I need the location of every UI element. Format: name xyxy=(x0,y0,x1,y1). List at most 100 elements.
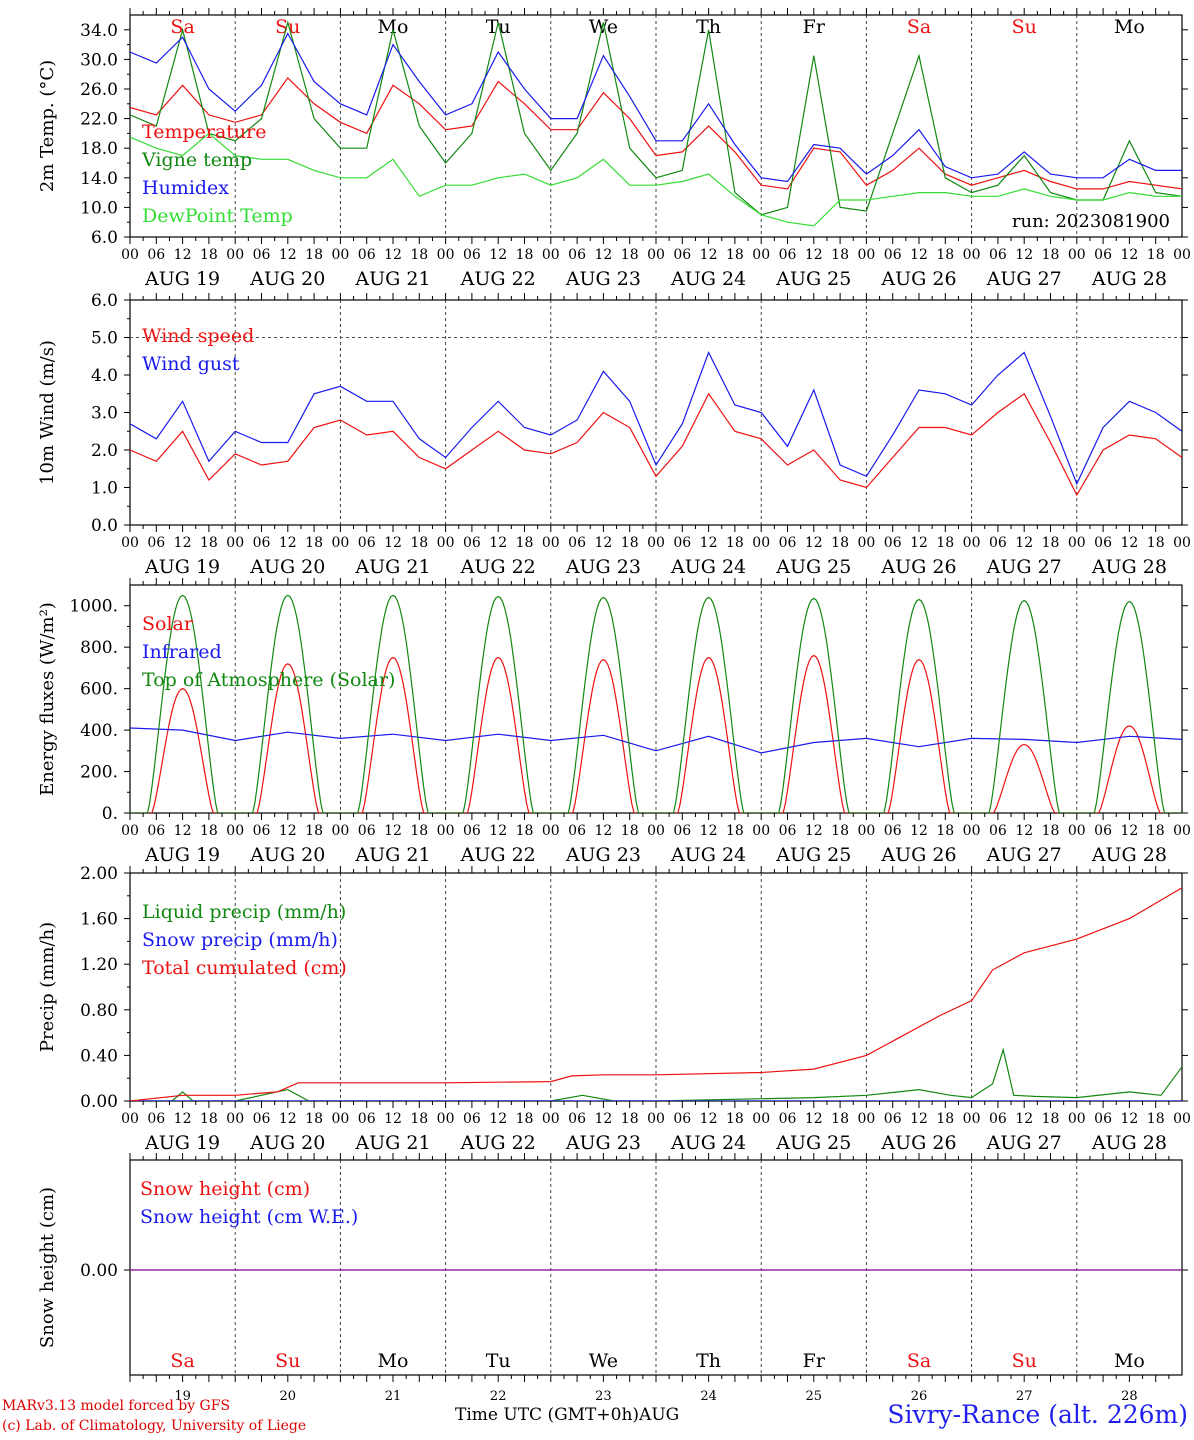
station-name: Sivry-Rance (alt. 226m) xyxy=(887,1400,1188,1429)
hour-tick-label: 12 xyxy=(805,823,823,839)
hour-tick-label: 12 xyxy=(279,247,297,263)
hour-tick-label: 06 xyxy=(1094,1111,1112,1127)
hour-tick-label: 18 xyxy=(831,823,849,839)
hour-tick-label: 00 xyxy=(752,247,770,263)
hour-tick-label: 06 xyxy=(673,1111,691,1127)
hour-tick-label: 12 xyxy=(1120,823,1138,839)
hour-tick-label: 18 xyxy=(936,247,954,263)
hour-tick-label: 18 xyxy=(831,535,849,551)
hour-tick-label: 06 xyxy=(779,247,797,263)
y-tick-label: 34.0 xyxy=(80,21,118,41)
hour-tick-label: 12 xyxy=(805,247,823,263)
weekday-label: Mo xyxy=(378,1350,409,1372)
hour-tick-label: 00 xyxy=(1173,247,1191,263)
legend-entry: Liquid precip (mm/h) xyxy=(142,901,346,923)
hour-tick-label: 18 xyxy=(305,1111,323,1127)
day-number-label: 25 xyxy=(806,1389,823,1404)
y-tick-label: 0. xyxy=(102,804,118,824)
weekday-label: Tu xyxy=(486,16,511,38)
hour-tick-label: 18 xyxy=(200,247,218,263)
y-tick-label: 2.0 xyxy=(91,441,118,461)
weekday-label: Sa xyxy=(170,1350,194,1372)
hour-tick-label: 00 xyxy=(542,535,560,551)
date-label: AUG 28 xyxy=(1091,1132,1167,1154)
hour-tick-label: 12 xyxy=(805,535,823,551)
y-tick-label: 26.0 xyxy=(80,80,118,100)
y-tick-label: 1.0 xyxy=(91,479,118,499)
energy-y-axis-label: Energy fluxes (W/m²) xyxy=(37,602,58,796)
hour-tick-label: 00 xyxy=(437,823,455,839)
hour-tick-label: 00 xyxy=(542,823,560,839)
hour-tick-label: 06 xyxy=(884,247,902,263)
hour-tick-label: 18 xyxy=(516,247,534,263)
hour-tick-label: 00 xyxy=(647,1111,665,1127)
weekday-label: Mo xyxy=(378,16,409,38)
date-label: AUG 22 xyxy=(460,844,536,866)
hour-tick-label: 18 xyxy=(305,823,323,839)
hour-tick-label: 18 xyxy=(1147,1111,1165,1127)
hour-tick-label: 00 xyxy=(963,823,981,839)
hour-tick-label: 12 xyxy=(174,1111,192,1127)
y-tick-label: 2.00 xyxy=(80,864,118,884)
hour-tick-label: 18 xyxy=(410,535,428,551)
y-tick-label: 10.0 xyxy=(80,198,118,218)
day-number-label: 20 xyxy=(280,1389,297,1404)
wind-y-axis-label: 10m Wind (m/s) xyxy=(37,340,58,485)
date-label: AUG 23 xyxy=(565,844,641,866)
legend-entry: Vigne temp xyxy=(141,149,252,171)
run-annotation: run: 2023081900 xyxy=(1012,211,1170,232)
hour-tick-label: 00 xyxy=(121,535,139,551)
y-tick-label: 800. xyxy=(80,638,118,658)
weekday-label: Su xyxy=(275,1350,300,1372)
weekday-label: Fr xyxy=(803,16,826,38)
y-tick-label: 6.0 xyxy=(91,291,118,311)
hour-tick-label: 12 xyxy=(174,823,192,839)
hour-tick-label: 18 xyxy=(410,823,428,839)
hour-tick-label: 00 xyxy=(647,823,665,839)
hour-tick-label: 12 xyxy=(594,247,612,263)
hour-tick-label: 06 xyxy=(989,1111,1007,1127)
hour-tick-label: 06 xyxy=(568,247,586,263)
hour-tick-label: 06 xyxy=(463,823,481,839)
hour-tick-label: 18 xyxy=(410,1111,428,1127)
date-label: AUG 20 xyxy=(249,844,325,866)
weekday-label: Mo xyxy=(1114,1350,1145,1372)
date-label: AUG 28 xyxy=(1091,556,1167,578)
hour-tick-label: 06 xyxy=(673,535,691,551)
hour-tick-label: 18 xyxy=(516,823,534,839)
date-label: AUG 20 xyxy=(249,556,325,578)
y-tick-label: 0.0 xyxy=(91,516,118,536)
hour-tick-label: 12 xyxy=(174,535,192,551)
hour-tick-label: 06 xyxy=(253,247,271,263)
hour-tick-label: 00 xyxy=(857,823,875,839)
hour-tick-label: 12 xyxy=(910,1111,928,1127)
hour-tick-label: 12 xyxy=(700,1111,718,1127)
date-label: AUG 23 xyxy=(565,268,641,290)
hour-tick-label: 06 xyxy=(253,823,271,839)
hour-tick-label: 06 xyxy=(673,823,691,839)
date-label: AUG 21 xyxy=(354,1132,430,1154)
day-number-label: 21 xyxy=(385,1389,402,1404)
lab-credit: (c) Lab. of Climatology, University of L… xyxy=(2,1418,307,1434)
hour-tick-label: 12 xyxy=(1015,1111,1033,1127)
hour-tick-label: 06 xyxy=(884,535,902,551)
precip-y-axis-label: Precip (mm/h) xyxy=(37,922,58,1052)
hour-tick-label: 06 xyxy=(884,823,902,839)
hour-tick-label: 06 xyxy=(147,1111,165,1127)
legend-entry: Snow height (cm W.E.) xyxy=(140,1206,358,1228)
hour-tick-label: 18 xyxy=(1042,823,1060,839)
hour-tick-label: 06 xyxy=(1094,535,1112,551)
hour-tick-label: 00 xyxy=(1173,823,1191,839)
hour-tick-label: 06 xyxy=(884,1111,902,1127)
hour-tick-label: 00 xyxy=(963,247,981,263)
hour-tick-label: 00 xyxy=(1173,535,1191,551)
hour-tick-label: 06 xyxy=(147,535,165,551)
date-label: AUG 19 xyxy=(144,1132,220,1154)
temp-panel: 6.0 10.0 14.0 18.0 22.0 26.0 30.0 34.0 2m Temp. … xyxy=(37,8,1191,290)
date-label: AUG 25 xyxy=(775,1132,851,1154)
hour-tick-label: 12 xyxy=(1120,1111,1138,1127)
hour-tick-label: 00 xyxy=(226,1111,244,1127)
hour-tick-label: 00 xyxy=(1068,535,1086,551)
weekday-label: Fr xyxy=(803,1350,826,1372)
precip-panel: 0.00 0.40 0.80 1.20 1.60 2.00 Precip (mm/h) 00 0… xyxy=(37,864,1191,1154)
